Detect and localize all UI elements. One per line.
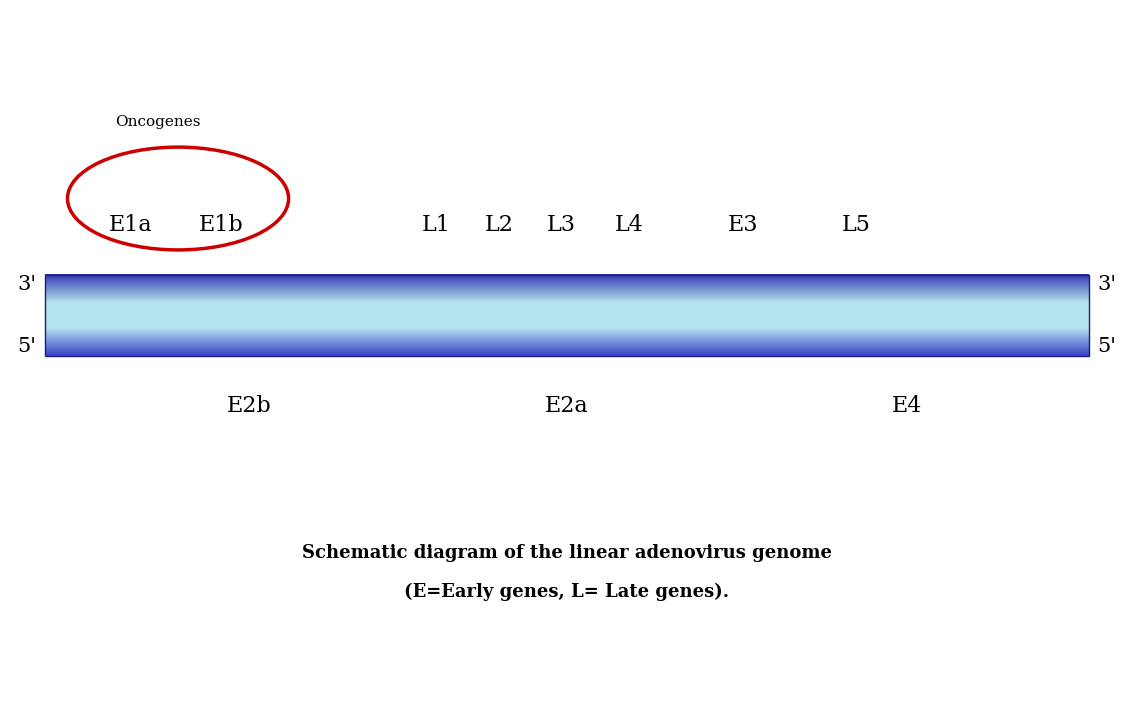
Text: Oncogenes: Oncogenes	[115, 116, 201, 130]
Text: L2: L2	[484, 213, 514, 235]
Text: (E=Early genes, L= Late genes).: (E=Early genes, L= Late genes).	[405, 583, 729, 601]
Text: E1b: E1b	[198, 213, 244, 235]
Text: E2a: E2a	[545, 396, 589, 418]
Text: E2b: E2b	[227, 396, 272, 418]
Text: 3': 3'	[17, 274, 36, 294]
Text: 5': 5'	[17, 337, 36, 356]
Text: E1a: E1a	[109, 213, 152, 235]
Text: Schematic diagram of the linear adenovirus genome: Schematic diagram of the linear adenovir…	[302, 544, 832, 562]
Text: L1: L1	[422, 213, 451, 235]
Text: L5: L5	[841, 213, 871, 235]
Text: 3': 3'	[1098, 274, 1117, 294]
Text: E3: E3	[728, 213, 758, 235]
Text: L3: L3	[547, 213, 576, 235]
Text: 5': 5'	[1098, 337, 1117, 356]
Text: E4: E4	[892, 396, 922, 418]
Text: L4: L4	[615, 213, 644, 235]
Bar	[45, 274, 1089, 356]
